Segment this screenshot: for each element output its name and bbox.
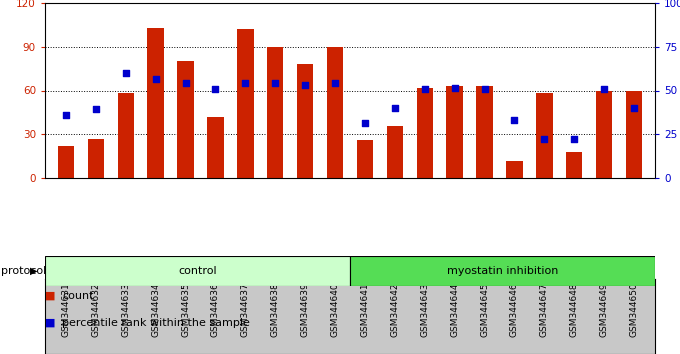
Bar: [596, 91, 613, 178]
Point: [61, 113, 71, 118]
Text: GSM344648: GSM344648: [570, 282, 579, 337]
FancyBboxPatch shape: [45, 256, 350, 286]
Point: [420, 86, 430, 92]
Text: GSM344646: GSM344646: [510, 282, 519, 337]
Bar: [118, 93, 134, 178]
Point: [509, 117, 520, 122]
Point: [628, 105, 639, 111]
Bar: [536, 93, 553, 178]
Text: GSM344640: GSM344640: [330, 282, 339, 337]
Text: GSM344647: GSM344647: [540, 282, 549, 337]
Text: count: count: [62, 291, 94, 301]
Bar: [58, 146, 74, 178]
Text: percentile rank within the sample: percentile rank within the sample: [62, 318, 250, 327]
Point: [300, 82, 311, 87]
Point: [120, 70, 131, 76]
Text: ■: ■: [45, 291, 56, 301]
Point: [390, 105, 401, 111]
Bar: [297, 64, 313, 178]
Bar: [417, 87, 433, 178]
Point: [240, 80, 251, 86]
Text: GSM344643: GSM344643: [420, 282, 429, 337]
Text: GSM344637: GSM344637: [241, 282, 250, 337]
Text: GSM344644: GSM344644: [450, 282, 459, 337]
Text: GSM344634: GSM344634: [151, 282, 160, 337]
Text: GSM344649: GSM344649: [600, 282, 609, 337]
Text: GSM344641: GSM344641: [360, 282, 369, 337]
Text: GSM344635: GSM344635: [181, 282, 190, 337]
Text: GSM344631: GSM344631: [61, 282, 71, 337]
Bar: [626, 91, 643, 178]
Bar: [447, 86, 463, 178]
Bar: [148, 28, 164, 178]
Point: [479, 86, 490, 92]
Point: [598, 86, 609, 92]
Text: control: control: [178, 266, 217, 276]
Text: GSM344636: GSM344636: [211, 282, 220, 337]
Text: myostatin inhibition: myostatin inhibition: [447, 266, 558, 276]
Bar: [267, 47, 284, 178]
Point: [210, 86, 221, 92]
Text: GSM344642: GSM344642: [390, 282, 399, 337]
Point: [569, 136, 580, 142]
Text: GSM344650: GSM344650: [630, 282, 639, 337]
Bar: [387, 126, 403, 178]
Text: GSM344639: GSM344639: [301, 282, 309, 337]
Text: GSM344633: GSM344633: [121, 282, 131, 337]
Bar: [207, 117, 224, 178]
Point: [90, 107, 101, 112]
Point: [270, 80, 281, 86]
Text: GSM344638: GSM344638: [271, 282, 279, 337]
Point: [539, 136, 550, 142]
Bar: [237, 29, 254, 178]
Bar: [177, 61, 194, 178]
Text: protocol: protocol: [1, 266, 47, 276]
Text: GSM344645: GSM344645: [480, 282, 489, 337]
Bar: [357, 140, 373, 178]
Text: ■: ■: [45, 318, 56, 327]
Point: [360, 120, 371, 125]
Bar: [566, 152, 583, 178]
Point: [150, 76, 161, 82]
Point: [330, 80, 341, 86]
Bar: [476, 86, 493, 178]
Text: GSM344632: GSM344632: [91, 282, 101, 337]
Point: [180, 80, 191, 86]
Bar: [327, 47, 343, 178]
Text: ▶: ▶: [30, 266, 37, 276]
Bar: [88, 139, 104, 178]
Bar: [506, 160, 523, 178]
Point: [449, 85, 460, 90]
FancyBboxPatch shape: [350, 256, 655, 286]
